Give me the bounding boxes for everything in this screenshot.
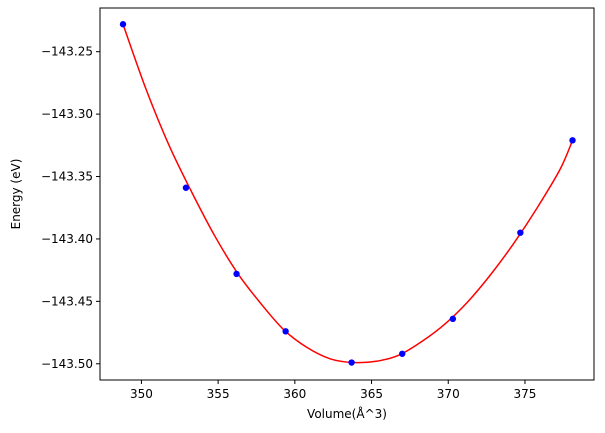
y-tick-label: −143.50 bbox=[41, 357, 93, 371]
data-points bbox=[119, 21, 576, 366]
y-tick-label: −143.40 bbox=[41, 232, 93, 246]
data-point bbox=[517, 229, 524, 236]
data-point bbox=[119, 21, 127, 28]
x-tick-label: 360 bbox=[283, 387, 306, 401]
plot-area bbox=[99, 7, 595, 381]
y-tick-label: −143.30 bbox=[41, 107, 93, 121]
y-tick-label: −143.45 bbox=[41, 294, 93, 308]
fit-curve bbox=[122, 23, 574, 364]
data-point bbox=[182, 184, 190, 191]
x-tick-label: 365 bbox=[360, 387, 383, 401]
x-axis-ticks: 350 355 360 365 370 375 bbox=[130, 380, 536, 401]
data-point bbox=[348, 359, 355, 366]
x-tick-label: 350 bbox=[130, 387, 153, 401]
y-axis-label: Energy (eV) bbox=[9, 159, 23, 230]
data-point bbox=[282, 328, 289, 335]
y-axis-ticks: −143.25 −143.30 −143.35 −143.40 −143.45 −143.… bbox=[41, 45, 100, 371]
y-tick-label: −143.25 bbox=[41, 45, 93, 59]
x-tick-label: 370 bbox=[437, 387, 460, 401]
x-tick-label: 355 bbox=[207, 387, 230, 401]
y-tick-label: −143.35 bbox=[41, 170, 93, 184]
data-point bbox=[399, 350, 406, 357]
data-point bbox=[233, 270, 240, 278]
plot-frame bbox=[99, 7, 595, 381]
x-tick-label: 375 bbox=[514, 387, 537, 401]
x-axis-label: Volume(Å^3) bbox=[307, 406, 387, 421]
data-point bbox=[449, 315, 457, 323]
data-point bbox=[569, 137, 576, 144]
